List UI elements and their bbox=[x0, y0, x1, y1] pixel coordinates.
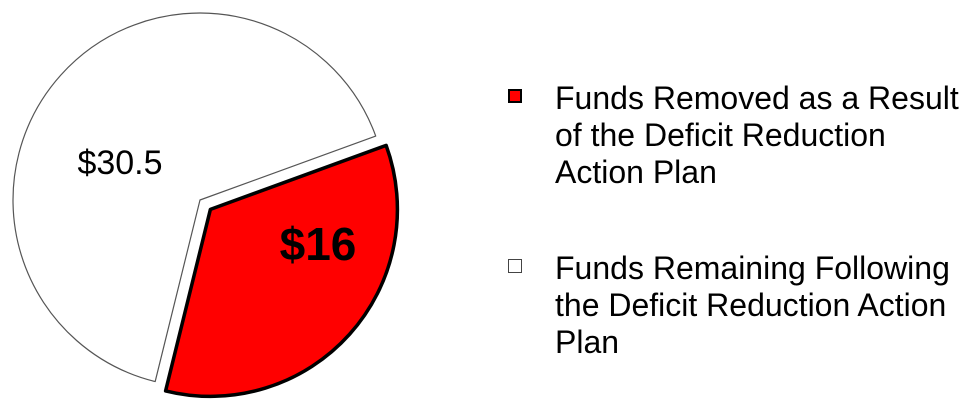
legend-swatch bbox=[508, 89, 522, 103]
slice-label: $30.5 bbox=[77, 144, 162, 182]
slice-label: $16 bbox=[280, 218, 357, 270]
legend-label: Funds Remaining Following the Deficit Re… bbox=[555, 250, 950, 360]
pie-slice bbox=[163, 143, 400, 399]
pie-area: $16 $30.5 bbox=[12, 12, 400, 399]
legend-swatch bbox=[508, 259, 522, 273]
pie-slice bbox=[12, 12, 377, 383]
legend-label: Funds Removed as a Result of the Deficit… bbox=[555, 80, 959, 190]
